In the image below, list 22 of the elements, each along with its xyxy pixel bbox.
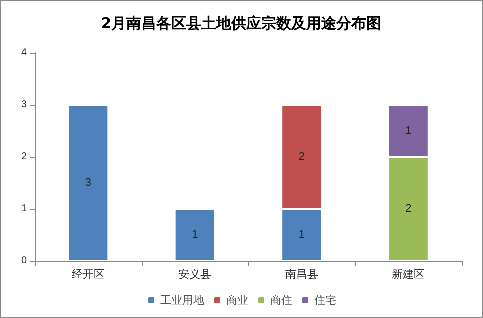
legend-label: 商住 <box>270 294 292 307</box>
x-tick-label: 南昌县 <box>285 268 318 281</box>
data-label: 1 <box>298 229 305 241</box>
y-tick-label: 2 <box>21 152 28 162</box>
legend-label: 商业 <box>226 294 248 307</box>
data-label: 2 <box>298 151 305 163</box>
data-label: 3 <box>85 177 92 189</box>
legend-label: 住宅 <box>314 294 336 307</box>
data-label: 1 <box>406 125 412 137</box>
y-tick-label: 0 <box>21 256 28 266</box>
legend-label: 工业用地 <box>160 294 204 307</box>
x-tick-label: 安义县 <box>178 268 212 281</box>
y-tick-label: 4 <box>21 48 28 58</box>
chart-title: 2月南昌各区县土地供应宗数及用途分布图 <box>101 14 382 32</box>
data-label: 1 <box>192 229 198 241</box>
x-tick-label: 新建区 <box>392 268 426 281</box>
y-tick-label: 3 <box>21 100 28 110</box>
bar <box>174 209 216 261</box>
bar <box>68 105 109 261</box>
data-label: 2 <box>406 203 412 215</box>
x-tick-label: 经开区 <box>72 268 105 281</box>
y-tick-label: 1 <box>21 204 28 214</box>
